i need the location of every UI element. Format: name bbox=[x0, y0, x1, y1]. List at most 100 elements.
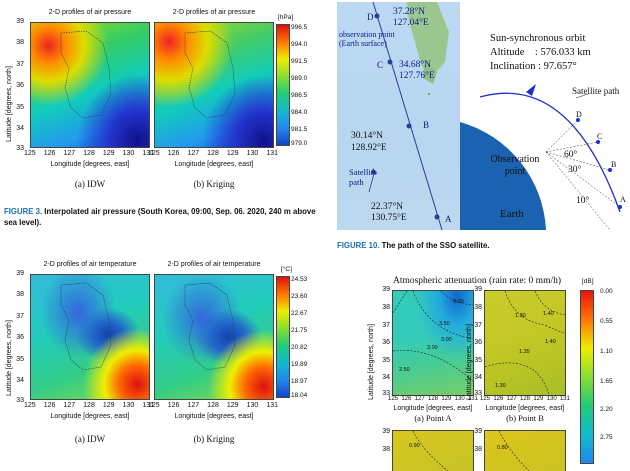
fig11-cb-0: 0.00 bbox=[600, 288, 613, 295]
fig10-caption-text: The path of the SSO satellite. bbox=[381, 241, 490, 250]
orbit-sat-path: Satellite path bbox=[572, 86, 620, 96]
fig3-cb-2: 991.5 bbox=[291, 58, 308, 65]
fig11-sub-b: (b) Point B bbox=[506, 413, 544, 423]
fig4-cb-5: 19.89 bbox=[291, 361, 308, 368]
fig4-unit: [°C] bbox=[281, 266, 292, 273]
fig3-sub-b: (b) Kriging bbox=[193, 179, 235, 189]
fig11-d-map: 0.80 bbox=[484, 430, 566, 471]
fig11-ylabel: Latitude [degrees, north] bbox=[368, 324, 375, 400]
map-point-b: B bbox=[423, 120, 430, 130]
fig4-a-map bbox=[30, 274, 150, 400]
orbit-pt-a: A bbox=[620, 195, 626, 204]
fig11-c-c0: 0.90 bbox=[409, 443, 420, 449]
fig11-a-xlabel: Longitude [degrees, east] bbox=[393, 405, 473, 412]
fig3-yticks: 39 38 37 36 35 34 33 bbox=[16, 18, 24, 152]
fig3-b-map bbox=[154, 22, 274, 148]
fig11-b-c1: 1.40 bbox=[543, 311, 554, 317]
fig11-cb-3: 1.65 bbox=[600, 378, 613, 385]
fig3-caption-label: FIGURE 3. bbox=[4, 207, 43, 216]
fig11-unit: [dB] bbox=[582, 278, 594, 285]
orbit-angle-60: 60° bbox=[564, 150, 578, 160]
fig4-cb-1: 23.60 bbox=[291, 293, 308, 300]
fig4-b-title: 2-D profiles of air temperature bbox=[167, 261, 261, 268]
fig3-a-map bbox=[30, 22, 150, 148]
orbit-angle-10: 10° bbox=[576, 196, 590, 206]
fig4-b-xticks: 125 126 127 128 129 130 131 bbox=[148, 402, 278, 409]
fig11-yticks-b: 39 38 37 36 35 34 33 bbox=[474, 286, 482, 397]
korea-outline-c bbox=[60, 282, 112, 371]
fig10-caption-label: FIGURE 10. bbox=[337, 241, 380, 250]
fig11-a-c0: 4.00 bbox=[453, 299, 464, 305]
fig3-colorbar bbox=[276, 24, 290, 146]
fig11-yticks-d: 39 38 bbox=[474, 428, 482, 453]
fig11-a-c1: 3.50 bbox=[439, 321, 450, 327]
orbit-obs-point: Observation point bbox=[490, 154, 540, 177]
fig10-map-drawing bbox=[368, 2, 449, 230]
map-c-coords: 34.68°N 127.76°E bbox=[399, 60, 435, 81]
fig11-a-c3: 3.00 bbox=[427, 345, 438, 351]
orbit-pt-b: B bbox=[611, 160, 617, 169]
fig10-map: D 37.28°N 127.04°E observation point (Ea… bbox=[337, 2, 460, 230]
fig11-d-contours bbox=[498, 431, 530, 471]
fig11-b-c0: 1.30 bbox=[515, 313, 526, 319]
fig11-c-contours bbox=[412, 431, 449, 471]
fig11-a-c2: 3.00 bbox=[441, 337, 452, 343]
fig11-cb-4: 2.20 bbox=[600, 406, 613, 413]
orbit-drawing bbox=[460, 84, 622, 230]
fig4-cb-2: 22.67 bbox=[291, 310, 308, 317]
fig11-colorbar bbox=[580, 290, 594, 464]
fig11-a-map: 4.00 3.50 3.00 3.00 2.50 bbox=[392, 290, 474, 396]
fig11-cb-2: 1.10 bbox=[600, 348, 613, 355]
map-point-c: C bbox=[377, 60, 384, 70]
fig3-unit: [hPa] bbox=[278, 14, 294, 21]
fig3-cb-5: 984.0 bbox=[291, 109, 308, 116]
fig11-ylabel-b: Latitude [degrees, north] bbox=[466, 324, 473, 400]
fig11-yticks-c: 39 38 bbox=[382, 428, 390, 453]
fig11-b-c3: 1.35 bbox=[519, 349, 530, 355]
fig4-sub-a: (a) IDW bbox=[74, 434, 106, 444]
fig10-orbit: Sun-synchronous orbit Altitude : 576.033… bbox=[460, 2, 630, 230]
orbit-inclination: Inclination : 97.657° bbox=[490, 61, 577, 72]
fig3-caption: FIGURE 3. Interpolated air pressure (Sou… bbox=[4, 206, 322, 228]
fig4-cb-3: 21.75 bbox=[291, 327, 308, 334]
fig11-a-xticks: 125 126 127 128 129 130 131 bbox=[388, 396, 478, 402]
map-point-d: D bbox=[367, 12, 374, 22]
orbit-pt-d: D bbox=[576, 110, 582, 119]
fig4-b-map bbox=[154, 274, 274, 400]
fig3-cb-7: 979.0 bbox=[291, 140, 308, 147]
fig4-b-xlabel: Longitude [degrees, east] bbox=[174, 413, 254, 420]
fig3-sub-a: (a) IDW bbox=[74, 179, 106, 189]
fig4-a-xlabel: Longitude [degrees, east] bbox=[50, 413, 130, 420]
fig11-title: Atmospheric attenuation (rain rate: 0 mm… bbox=[392, 276, 562, 286]
fig3-a-title: 2-D profiles of air pressure bbox=[48, 9, 132, 16]
fig3-cb-1: 994.0 bbox=[291, 41, 308, 48]
fig3-a-xticks: 125 126 127 128 129 130 131 bbox=[24, 150, 154, 157]
fig3-b-title: 2-D profiles of air pressure bbox=[172, 9, 256, 16]
map-a-coords: 22.37°N 130.75°E bbox=[371, 202, 407, 223]
orbit-altitude: Altitude : 576.033 km bbox=[490, 47, 591, 58]
fig11-b-contours bbox=[485, 291, 565, 395]
fig11-b-c4: 1.30 bbox=[495, 383, 506, 389]
map-sat-path: Satellite path bbox=[349, 167, 377, 187]
map-b-coords: 30.14°N 128.92°E bbox=[351, 131, 387, 153]
fig4-cb-4: 20.82 bbox=[291, 344, 308, 351]
orbit-earth: Earth bbox=[500, 208, 524, 220]
fig10-caption: FIGURE 10. The path of the SSO satellite… bbox=[337, 240, 627, 251]
fig3-caption-text: Interpolated air pressure (South Korea, … bbox=[4, 207, 316, 227]
fig11-b-map: 1.30 1.40 1.40 1.35 1.30 bbox=[484, 290, 566, 396]
korea-outline-d bbox=[184, 282, 236, 371]
fig11-a-c4: 2.50 bbox=[399, 367, 410, 373]
fig4-sub-b: (b) Kriging bbox=[193, 434, 235, 444]
fig11-b-xlabel: Longitude [degrees, east] bbox=[485, 405, 565, 412]
fig3-b-xticks: 125 126 127 128 129 130 131 bbox=[148, 150, 278, 157]
orbit-angle-30: 30° bbox=[568, 165, 582, 175]
map-point-a: A bbox=[445, 214, 452, 224]
fig11-cb-5: 2.75 bbox=[600, 434, 613, 441]
fig11-d-c0: 0.80 bbox=[497, 445, 508, 451]
fig11-cb-1: 0.55 bbox=[600, 318, 613, 325]
fig4-a-xticks: 125 126 127 128 129 130 131 bbox=[24, 402, 154, 409]
fig4-colorbar bbox=[276, 276, 290, 398]
fig11-b-c2: 1.40 bbox=[545, 339, 556, 345]
fig11-sub-a: (a) Point A bbox=[414, 413, 452, 423]
fig11-a-contours bbox=[393, 291, 473, 382]
